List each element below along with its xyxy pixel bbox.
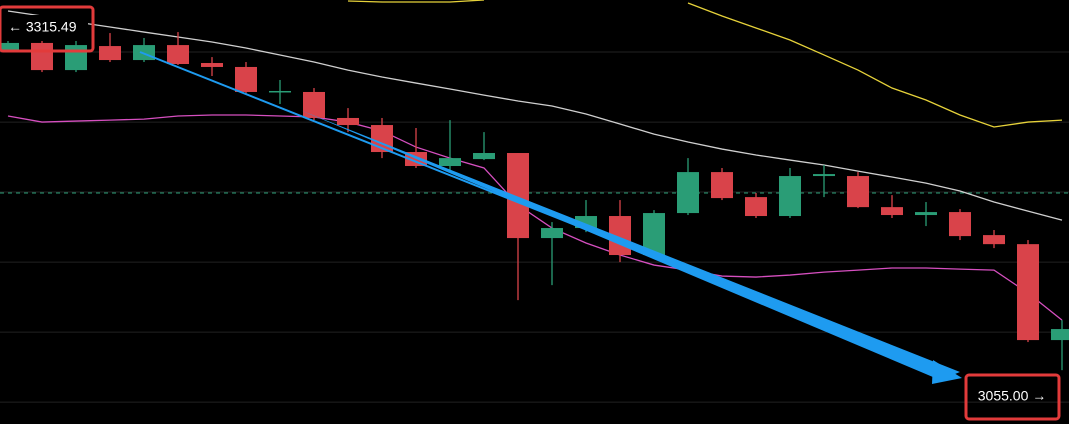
candle-body — [711, 172, 733, 199]
candle-body — [99, 46, 121, 61]
price-label-low: 3055.00 → — [978, 388, 1047, 404]
candle-body — [813, 174, 835, 177]
candle-body — [643, 213, 665, 256]
moving-average — [7, 114, 1063, 321]
candle-body — [745, 197, 767, 217]
candle-body — [31, 42, 53, 71]
candle-body — [983, 235, 1005, 245]
candles — [0, 32, 1069, 371]
candle-body — [439, 158, 461, 167]
candle-body — [779, 176, 801, 217]
annotation-box — [964, 373, 1061, 421]
candle-body — [167, 45, 189, 65]
grid — [0, 51, 1069, 403]
price-label-high: ← 3315.49 — [8, 19, 77, 35]
moving-average — [347, 0, 1063, 128]
candle-body — [507, 153, 529, 239]
candle-body — [915, 212, 937, 216]
candle-body — [1051, 329, 1069, 341]
candle-body — [65, 45, 87, 71]
candle-body — [303, 91, 325, 118]
annotation-box — [0, 5, 95, 53]
candle-body — [541, 228, 563, 239]
candle-body — [269, 90, 291, 93]
candle-body — [235, 66, 257, 92]
candle-body — [1017, 244, 1039, 341]
price-tag — [2, 15, 88, 41]
candle-body — [949, 212, 971, 237]
moving-average — [7, 10, 1063, 221]
candle-body — [847, 176, 869, 208]
trend-arrow-head — [932, 360, 962, 384]
candle-body — [337, 117, 359, 126]
candle-body — [881, 207, 903, 216]
trend-arrow — [300, 110, 960, 380]
indicator-lines — [7, 0, 1063, 321]
candle-body — [677, 172, 699, 214]
candle-body — [473, 153, 495, 160]
candle-body — [201, 63, 223, 67]
candle-body — [0, 42, 19, 51]
